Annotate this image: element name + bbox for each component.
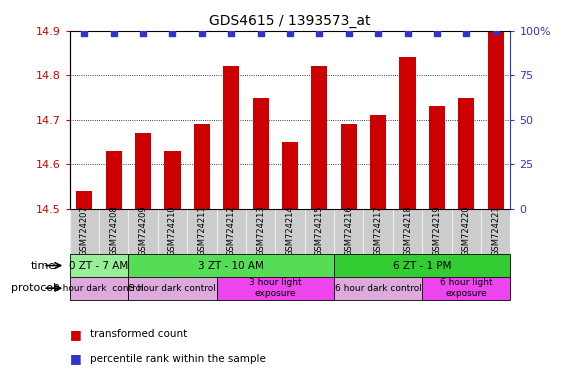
Point: [315, 30, 324, 36]
Point: [256, 30, 265, 36]
Point: [432, 30, 441, 36]
Point: [285, 30, 295, 36]
Bar: [400, 58, 416, 209]
Bar: [164, 151, 180, 209]
Bar: [216, 277, 334, 300]
Title: GDS4615 / 1393573_at: GDS4615 / 1393573_at: [209, 14, 371, 28]
Text: percentile rank within the sample: percentile rank within the sample: [90, 354, 266, 364]
Bar: [429, 106, 445, 209]
Bar: [311, 66, 328, 209]
Text: 0 hour dark  control: 0 hour dark control: [54, 284, 144, 293]
Text: 0 ZT - 7 AM: 0 ZT - 7 AM: [70, 260, 129, 270]
Bar: [370, 115, 386, 209]
Bar: [70, 277, 128, 300]
Bar: [223, 66, 240, 209]
Bar: [334, 254, 510, 277]
Point: [168, 30, 177, 36]
Bar: [135, 133, 151, 209]
Bar: [194, 124, 210, 209]
Text: ■: ■: [70, 353, 81, 366]
Point: [344, 30, 353, 36]
Bar: [106, 151, 122, 209]
Bar: [488, 31, 504, 209]
Bar: [458, 98, 474, 209]
Point: [403, 30, 412, 36]
Bar: [252, 98, 269, 209]
Bar: [422, 277, 510, 300]
Point: [79, 30, 89, 36]
Text: 6 ZT - 1 PM: 6 ZT - 1 PM: [393, 260, 451, 270]
Text: 6 hour light
exposure: 6 hour light exposure: [440, 278, 492, 298]
Bar: [70, 254, 128, 277]
Text: time: time: [31, 260, 56, 270]
Point: [227, 30, 236, 36]
Point: [374, 30, 383, 36]
Text: 3 ZT - 10 AM: 3 ZT - 10 AM: [198, 260, 264, 270]
Point: [109, 30, 118, 36]
Point: [197, 30, 206, 36]
Text: 3 hour light
exposure: 3 hour light exposure: [249, 278, 302, 298]
Text: ■: ■: [70, 328, 81, 341]
Point: [139, 30, 148, 36]
Bar: [282, 142, 298, 209]
Bar: [340, 124, 357, 209]
Bar: [128, 277, 216, 300]
Text: transformed count: transformed count: [90, 329, 187, 339]
Bar: [334, 277, 422, 300]
Point: [462, 30, 471, 36]
Bar: [76, 191, 92, 209]
Text: protocol: protocol: [11, 283, 56, 293]
Bar: [128, 254, 334, 277]
Text: 6 hour dark control: 6 hour dark control: [335, 284, 422, 293]
Point: [491, 28, 501, 34]
Text: 3 hour dark control: 3 hour dark control: [129, 284, 216, 293]
